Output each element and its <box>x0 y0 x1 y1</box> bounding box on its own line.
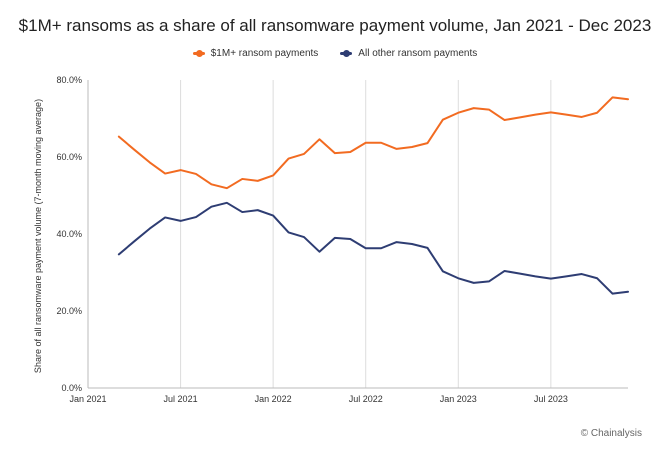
legend-swatch-navy <box>340 49 353 57</box>
legend-item-1m[interactable]: $1M+ ransom payments <box>192 48 319 59</box>
x-tick-label: Jul 2023 <box>534 394 568 404</box>
y-tick-label: 0.0% <box>61 383 82 393</box>
y-axis-label: Share of all ransomware payment volume (… <box>33 99 43 373</box>
chart-title: $1M+ ransoms as a share of all ransomwar… <box>18 16 652 35</box>
legend-label-1m: $1M+ ransom payments <box>210 48 319 59</box>
axis-layer: Jan 2021 Jul 2021 Jan 2022 Jul 2022 Jan 2023… <box>56 75 628 404</box>
x-tick-label: Jul 2021 <box>164 394 198 404</box>
legend-swatch-orange <box>192 49 205 57</box>
source-credit: © Chainalysis <box>580 428 642 439</box>
y-tick-label: 40.0% <box>56 229 82 239</box>
y-tick-label: 20.0% <box>56 306 82 316</box>
grid-layer <box>180 80 552 388</box>
x-tick-label: Jan 2021 <box>69 394 106 404</box>
x-tick-label: Jul 2022 <box>349 394 383 404</box>
series-line-other-ransoms[interactable] <box>117 201 629 295</box>
x-tick-label: Jan 2022 <box>255 394 292 404</box>
legend-label-other: All other ransom payments <box>358 48 478 59</box>
x-tick-label: Jan 2023 <box>440 394 477 404</box>
y-tick-label: 80.0% <box>56 75 82 85</box>
legend: $1M+ ransom payments All other ransom pa… <box>0 48 670 59</box>
series-layer <box>117 96 629 295</box>
y-tick-label: 60.0% <box>56 152 82 162</box>
legend-item-other[interactable]: All other ransom payments <box>340 48 477 59</box>
series-line-1m-ransoms[interactable] <box>117 96 629 190</box>
